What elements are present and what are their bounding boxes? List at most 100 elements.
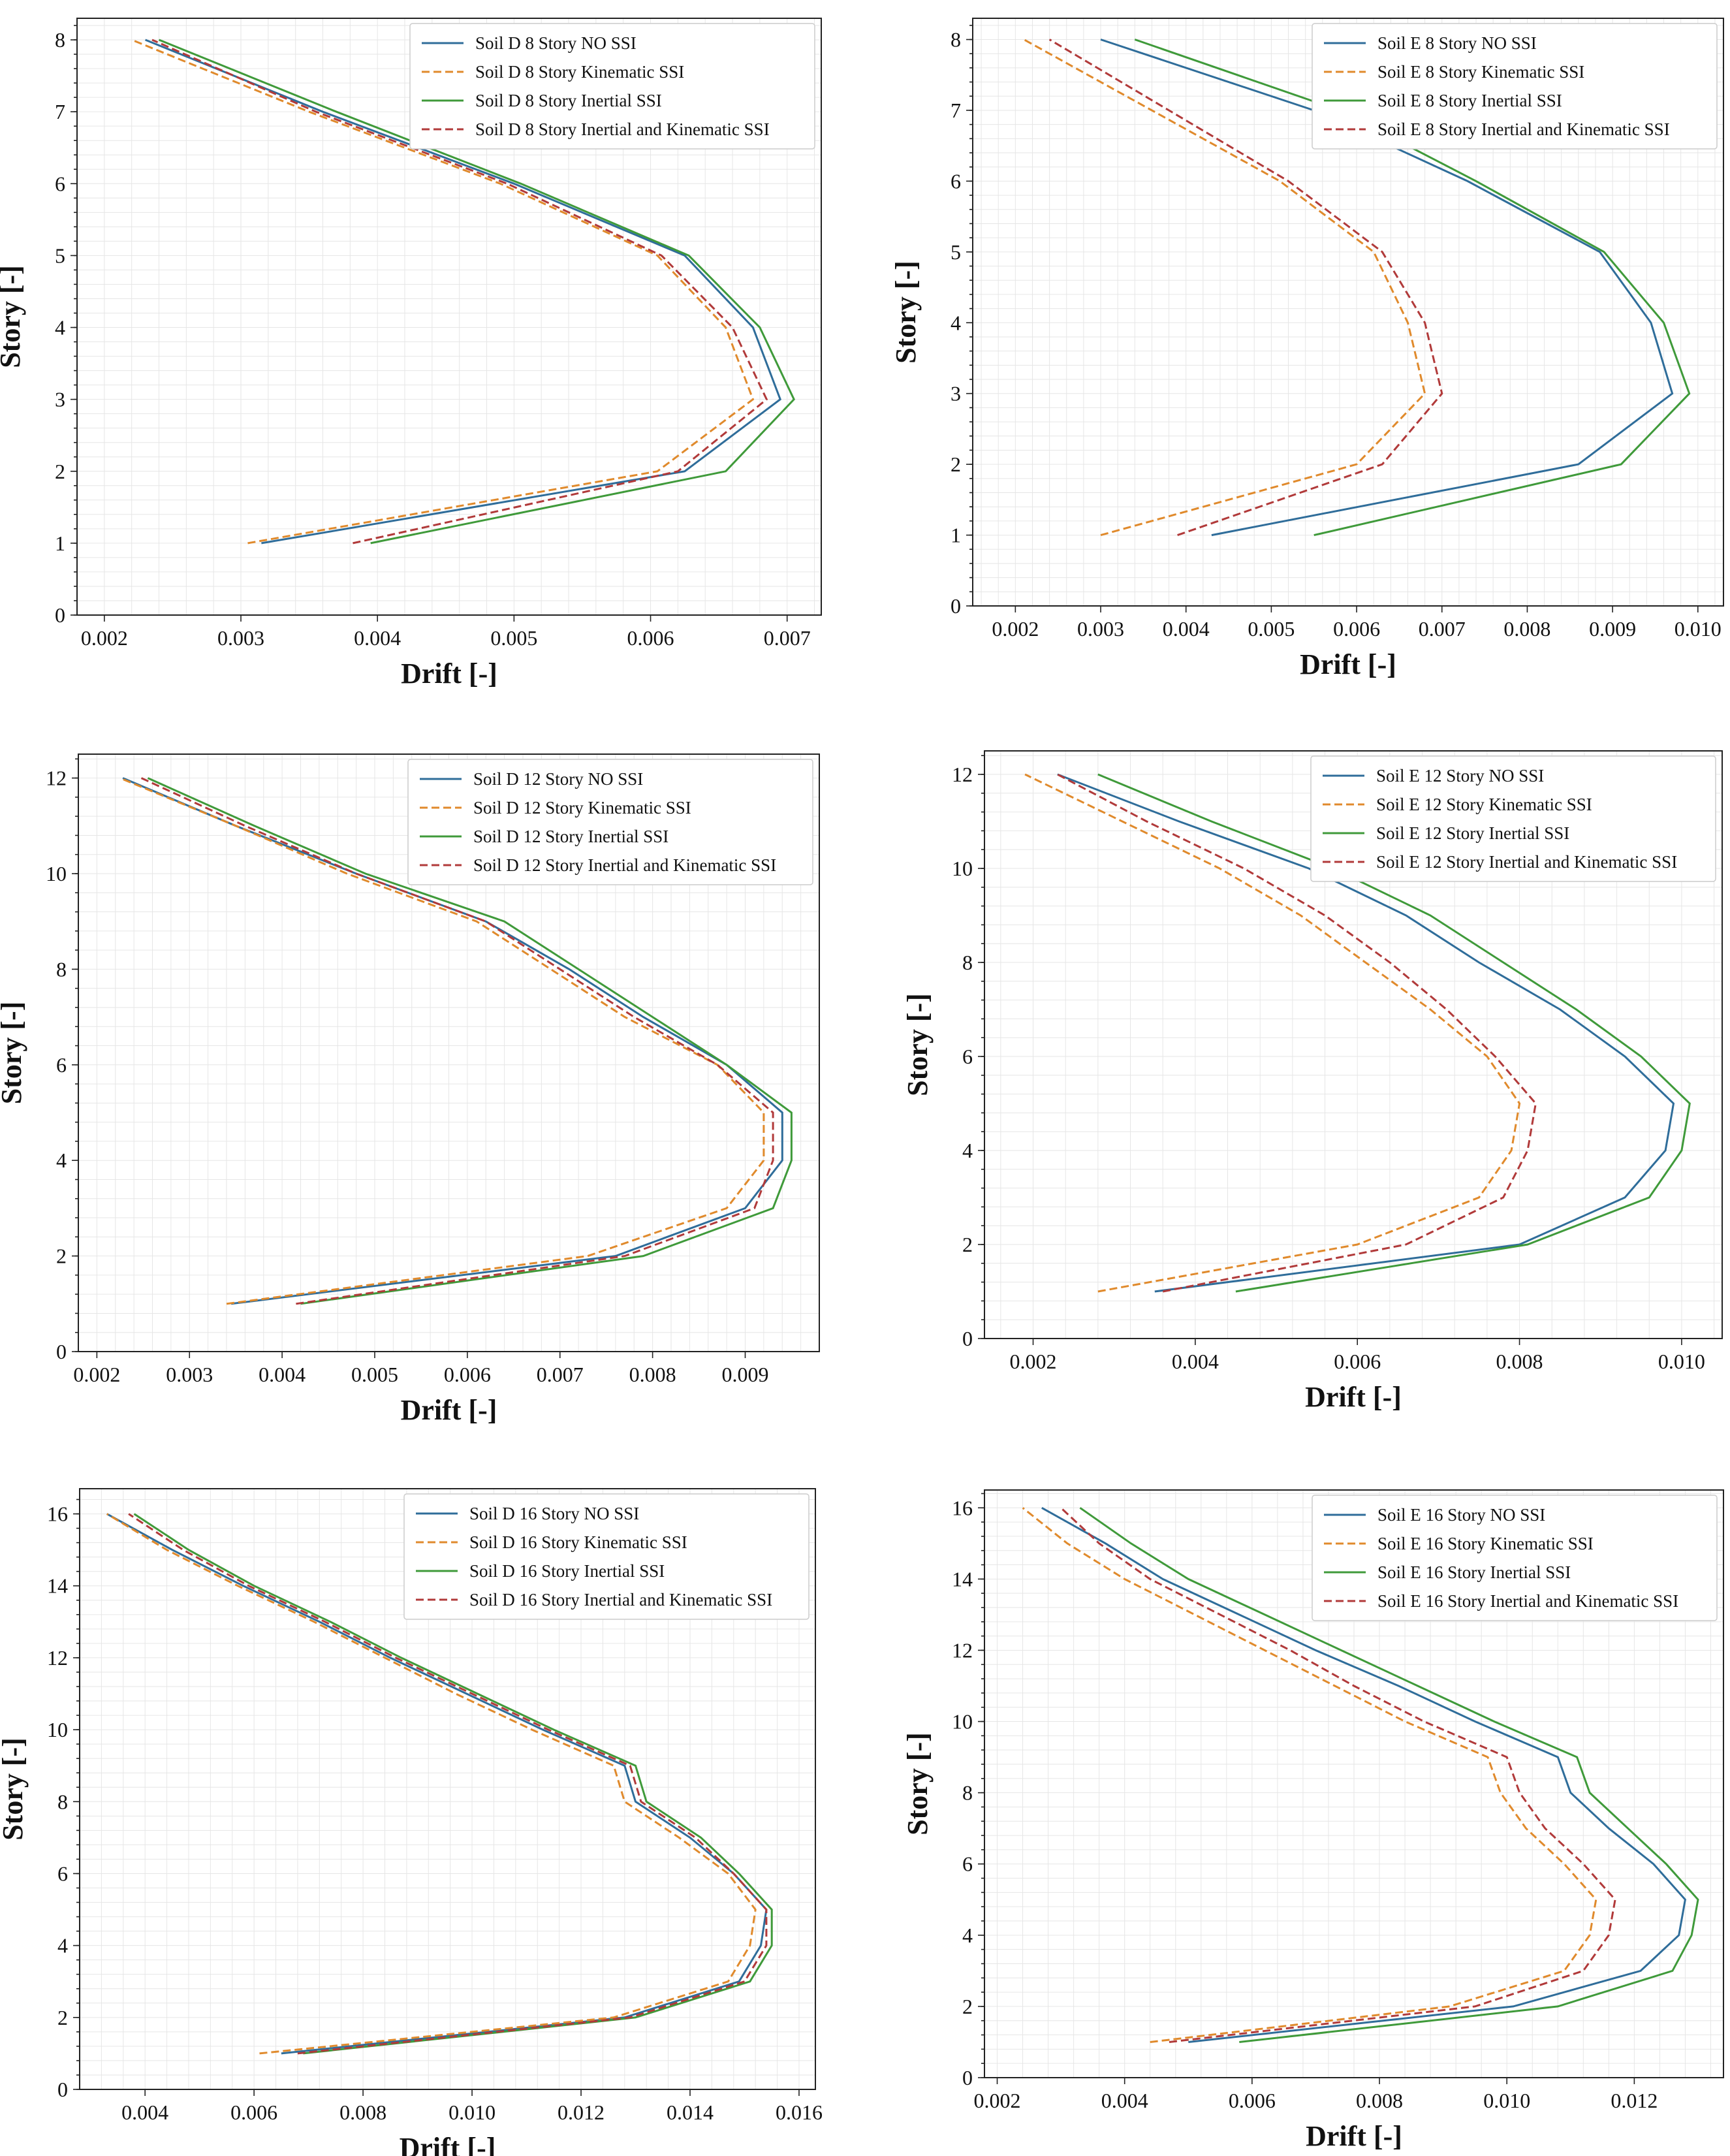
x-tick-label: 0.004: [259, 1363, 306, 1386]
y-tick-label: 6: [55, 172, 65, 195]
y-tick-label: 12: [46, 767, 67, 790]
legend-entry: Soil D 16 Story NO SSI: [469, 1504, 639, 1523]
legend-entry: Soil D 12 Story Inertial and Kinematic S…: [473, 855, 776, 875]
series-line: [1060, 1507, 1616, 2043]
legend-entry: Soil E 8 Story Inertial SSI: [1377, 91, 1562, 110]
series-line: [1048, 39, 1443, 537]
axes-frame: [984, 750, 1723, 1339]
y-tick-label: 4: [56, 1149, 67, 1172]
x-axis-label: Drift [-]: [400, 2132, 496, 2156]
y-tick-label: 4: [951, 311, 961, 334]
legend-entry: Soil E 8 Story Inertial and Kinematic SS…: [1377, 119, 1670, 139]
legend-entry: Soil D 12 Story NO SSI: [473, 769, 643, 789]
series-line: [1041, 1506, 1687, 2043]
y-tick-label: 10: [952, 1710, 973, 1734]
x-tick-label: 0.006: [627, 626, 674, 650]
x-tick-label: 0.002: [73, 1363, 120, 1386]
x-tick-label: 0.007: [537, 1363, 584, 1386]
x-tick-label: 0.010: [448, 2101, 495, 2124]
x-tick-label: 0.006: [444, 1363, 491, 1386]
x-tick-label: 0.009: [1589, 617, 1636, 641]
legend-entry: Soil D 8 Story Kinematic SSI: [475, 62, 684, 82]
y-tick-label: 4: [55, 316, 65, 340]
y-axis-label: Story [-]: [902, 1732, 934, 1835]
series-line: [151, 39, 768, 545]
y-tick-label: 8: [951, 28, 961, 52]
y-tick-label: 6: [951, 169, 961, 193]
x-tick-label: 0.016: [776, 2101, 823, 2124]
x-axis-label: Drift [-]: [401, 1394, 497, 1426]
y-axis-label: Story [-]: [0, 265, 26, 368]
y-tick-label: 1: [951, 524, 961, 547]
y-tick-label: 0: [56, 1340, 67, 1363]
series-line: [158, 39, 795, 545]
y-tick-label: 8: [56, 957, 67, 981]
y-tick-label: 4: [962, 1924, 973, 1947]
y-tick-label: 6: [962, 1045, 973, 1068]
legend-entry: Soil E 16 Story Inertial and Kinematic S…: [1377, 1591, 1678, 1611]
y-tick-label: 12: [952, 1638, 973, 1662]
x-tick-label: 0.009: [722, 1363, 769, 1386]
chart-panel: 0.002 0.003 0.004 0.005 0.006 0.007 0 1 2 3 4 5 6 7 8 D…: [0, 18, 822, 690]
x-axis-label: Drift [-]: [1300, 648, 1396, 680]
legend: [1312, 23, 1718, 150]
x-tick-label: 0.008: [1356, 2089, 1403, 2112]
legend-entry: Soil D 8 Story Inertial and Kinematic SS…: [475, 119, 770, 139]
legend-entry: Soil E 16 Story Kinematic SSI: [1377, 1534, 1594, 1553]
legend: [1310, 755, 1716, 882]
y-axis-label: Story [-]: [0, 1737, 29, 1841]
x-tick-label: 0.006: [1333, 617, 1380, 641]
legend: [403, 1493, 810, 1620]
legend-entry: Soil D 12 Story Kinematic SSI: [473, 798, 691, 817]
y-tick-label: 8: [962, 951, 973, 974]
series-line: [1057, 773, 1537, 1293]
x-tick-label: 0.002: [1010, 1350, 1057, 1373]
y-tick-label: 2: [56, 1244, 67, 1268]
y-tick-label: 0: [951, 594, 961, 618]
series-line: [1079, 1507, 1699, 2043]
y-tick-label: 3: [951, 382, 961, 405]
x-axis-label: Drift [-]: [401, 658, 497, 690]
x-tick-label: 0.010: [1675, 617, 1722, 641]
series-line: [131, 39, 755, 545]
legend-entry: Soil E 8 Story Kinematic SSI: [1377, 62, 1584, 82]
x-tick-label: 0.006: [1334, 1350, 1381, 1373]
x-tick-label: 0.002: [974, 2089, 1021, 2112]
x-tick-label: 0.004: [1101, 2089, 1148, 2112]
y-tick-label: 8: [57, 1790, 68, 1813]
y-tick-label: 0: [962, 1327, 973, 1350]
y-axis-label: Story [-]: [0, 1002, 27, 1105]
x-tick-label: 0.006: [230, 2101, 277, 2124]
x-tick-label: 0.002: [81, 626, 128, 650]
y-tick-label: 14: [952, 1567, 973, 1591]
legend-entry: Soil E 8 Story NO SSI: [1377, 33, 1537, 53]
legend: [407, 759, 813, 885]
x-tick-label: 0.005: [351, 1363, 398, 1386]
legend-entry: Soil D 8 Story Inertial SSI: [475, 91, 662, 110]
y-tick-label: 16: [952, 1496, 973, 1519]
x-tick-label: 0.007: [764, 626, 811, 650]
x-tick-label: 0.007: [1419, 617, 1466, 641]
y-tick-label: 6: [56, 1053, 67, 1077]
series-line: [147, 777, 793, 1305]
x-tick-label: 0.008: [1503, 617, 1550, 641]
y-tick-label: 5: [951, 240, 961, 264]
legend-entry: Soil D 16 Story Kinematic SSI: [469, 1532, 687, 1552]
y-tick-label: 7: [951, 99, 961, 122]
y-tick-label: 10: [46, 862, 67, 885]
y-tick-label: 8: [55, 28, 65, 52]
x-tick-label: 0.008: [1496, 1350, 1543, 1373]
x-tick-label: 0.010: [1658, 1350, 1705, 1373]
legend-entry: Soil E 12 Story Inertial and Kinematic S…: [1376, 852, 1677, 872]
y-tick-label: 6: [57, 1862, 68, 1885]
series-line: [1024, 773, 1521, 1293]
x-tick-label: 0.008: [629, 1363, 676, 1386]
legend-entry: Soil E 12 Story Inertial SSI: [1376, 823, 1569, 843]
chart-panel: 0.002 0.004 0.006 0.008 0.010 0.012 0 2 4 6 8 10 12 1…: [902, 1489, 1724, 2152]
legend-entry: Soil E 16 Story NO SSI: [1377, 1505, 1545, 1525]
y-tick-label: 12: [47, 1646, 68, 1670]
series-line: [106, 1513, 768, 2055]
series-line: [128, 1513, 768, 2055]
x-tick-label: 0.004: [121, 2101, 168, 2124]
